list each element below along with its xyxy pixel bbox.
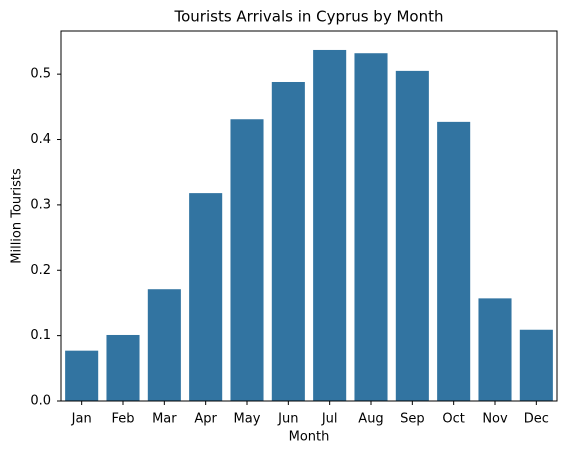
y-tick-label: 0.4: [30, 132, 51, 147]
x-tick-label: Feb: [111, 412, 134, 427]
bar: [313, 49, 347, 402]
bar: [106, 334, 140, 401]
bar: [65, 350, 99, 401]
x-tick-label: Mar: [152, 412, 177, 427]
bar: [230, 119, 264, 401]
y-tick-label: 0.2: [30, 263, 51, 278]
x-tick-label: Jul: [321, 412, 338, 427]
y-tick-label: 0.3: [30, 197, 51, 212]
chart-title: Tourists Arrivals in Cyprus by Month: [174, 8, 444, 26]
bar: [437, 121, 471, 401]
x-tick-label: Sep: [400, 412, 425, 427]
y-tick-label: 0.0: [30, 394, 51, 409]
bar: [147, 289, 181, 401]
x-axis-label: Month: [289, 430, 330, 445]
x-tick-label: Jun: [277, 412, 298, 427]
plot-frame: [60, 30, 558, 402]
x-tick-label: Dec: [524, 412, 549, 427]
bar: [354, 53, 388, 402]
bar: [395, 70, 429, 401]
x-tick-label: Aug: [358, 412, 383, 427]
bar: [189, 193, 223, 401]
bar: [478, 298, 512, 401]
x-tick-label: May: [234, 412, 261, 427]
x-tick-label: Oct: [442, 412, 464, 427]
y-tick-label: 0.5: [30, 67, 51, 82]
y-axis-label: Million Tourists: [10, 168, 25, 264]
bar: [271, 81, 305, 401]
x-tick-label: Apr: [194, 412, 217, 427]
y-tick-label: 0.1: [30, 328, 51, 343]
x-tick-label: Jan: [71, 412, 92, 427]
bar: [519, 329, 553, 401]
x-tick-label: Nov: [482, 412, 508, 427]
